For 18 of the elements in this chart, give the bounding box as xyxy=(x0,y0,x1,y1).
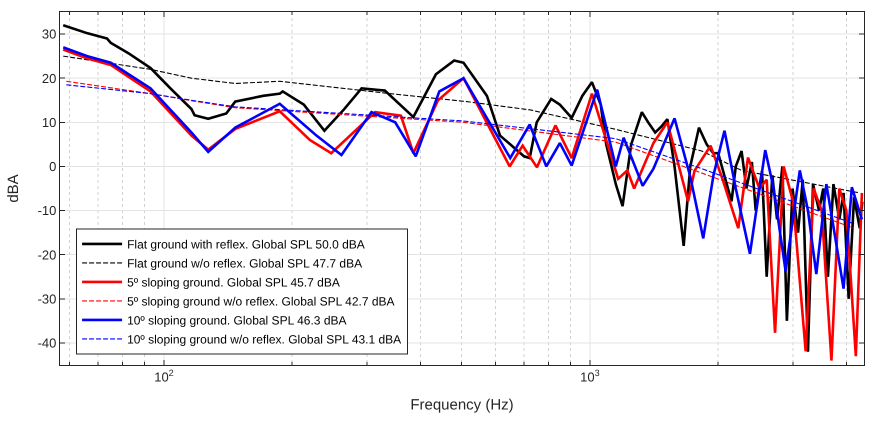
legend-label: 10º sloping ground. Global SPL 46.3 dBA xyxy=(127,314,346,328)
y-tick-label: 0 xyxy=(49,158,56,174)
legend-label: Flat ground with reflex. Global SPL 50.0 dBA xyxy=(127,238,365,252)
y-tick-label: -30 xyxy=(38,291,56,306)
x-tick-label: 10$^{2}$ xyxy=(154,368,174,385)
x-tick-label: 10$^{3}$ xyxy=(580,368,600,385)
legend-label: 5º sloping ground w/o reflex. Global SPL 42.7 dBA xyxy=(127,294,395,309)
x-axis-title: Frequency (Hz) xyxy=(410,396,514,414)
y-tick-label: -10 xyxy=(38,203,56,218)
legend-label: 10º sloping ground w/o reflex. Global SPL 43.1 dBA xyxy=(127,332,402,347)
legend-label: Flat ground w/o reflex. Global SPL 47.7 dBA xyxy=(127,256,362,271)
y-tick-label: -20 xyxy=(38,247,56,262)
y-axis-title: dBA xyxy=(4,174,22,203)
y-tick-label: 20 xyxy=(42,70,56,86)
legend-label: 5º sloping ground. Global SPL 45.7 dBA xyxy=(127,276,340,290)
y-tick-label: -40 xyxy=(38,335,56,350)
y-tick-label: 30 xyxy=(42,26,56,42)
y-tick-label: 10 xyxy=(42,114,56,130)
